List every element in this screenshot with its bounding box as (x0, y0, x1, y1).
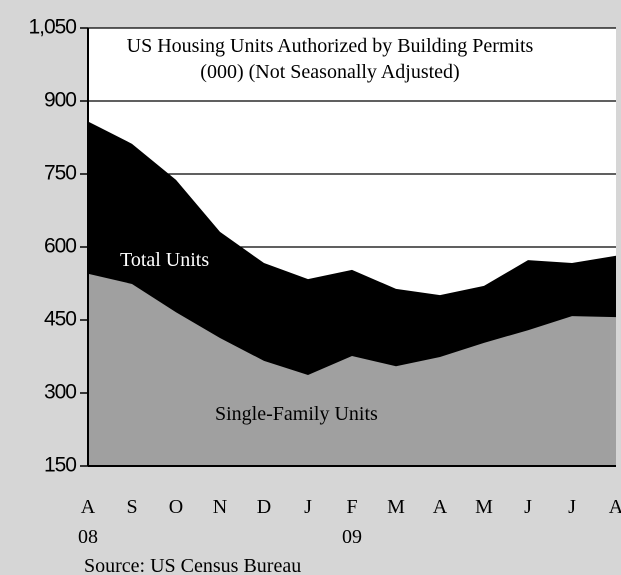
area (88, 273, 616, 466)
x-tick-label: F (346, 496, 357, 518)
x-group-label: 09 (342, 526, 362, 548)
series-label: Single-Family Units (215, 403, 378, 425)
x-tick-label: J (524, 496, 532, 518)
x-tick-label: O (169, 496, 183, 518)
y-tick-label: 900 (44, 89, 76, 112)
y-tick-label: 750 (44, 162, 76, 185)
chart-subtitle: (000) (Not Seasonally Adjusted) (200, 61, 459, 83)
y-tick-label: 600 (44, 235, 76, 258)
x-tick-label: M (475, 496, 493, 518)
x-tick-label: S (126, 496, 137, 518)
x-tick-label: J (304, 496, 312, 518)
x-tick-label: A (609, 496, 621, 518)
plot (88, 27, 616, 467)
y-tick-label: 150 (44, 454, 76, 477)
x-tick-label: A (433, 496, 448, 518)
source: Source: US Census Bureau (84, 555, 301, 575)
series-label: Total Units (120, 249, 209, 271)
y-tick-label: 300 (44, 381, 76, 404)
x-tick-label: N (213, 496, 227, 518)
x-tick-label: D (257, 496, 271, 518)
chart-title: US Housing Units Authorized by Building … (127, 35, 534, 57)
x-tick-label: M (387, 496, 405, 518)
y-tick-label: 1,050 (28, 16, 76, 39)
x-tick-label: A (81, 496, 96, 518)
x-group-label: 08 (78, 526, 98, 548)
y-tick-label: 450 (44, 308, 76, 331)
x-tick-label: J (568, 496, 576, 518)
